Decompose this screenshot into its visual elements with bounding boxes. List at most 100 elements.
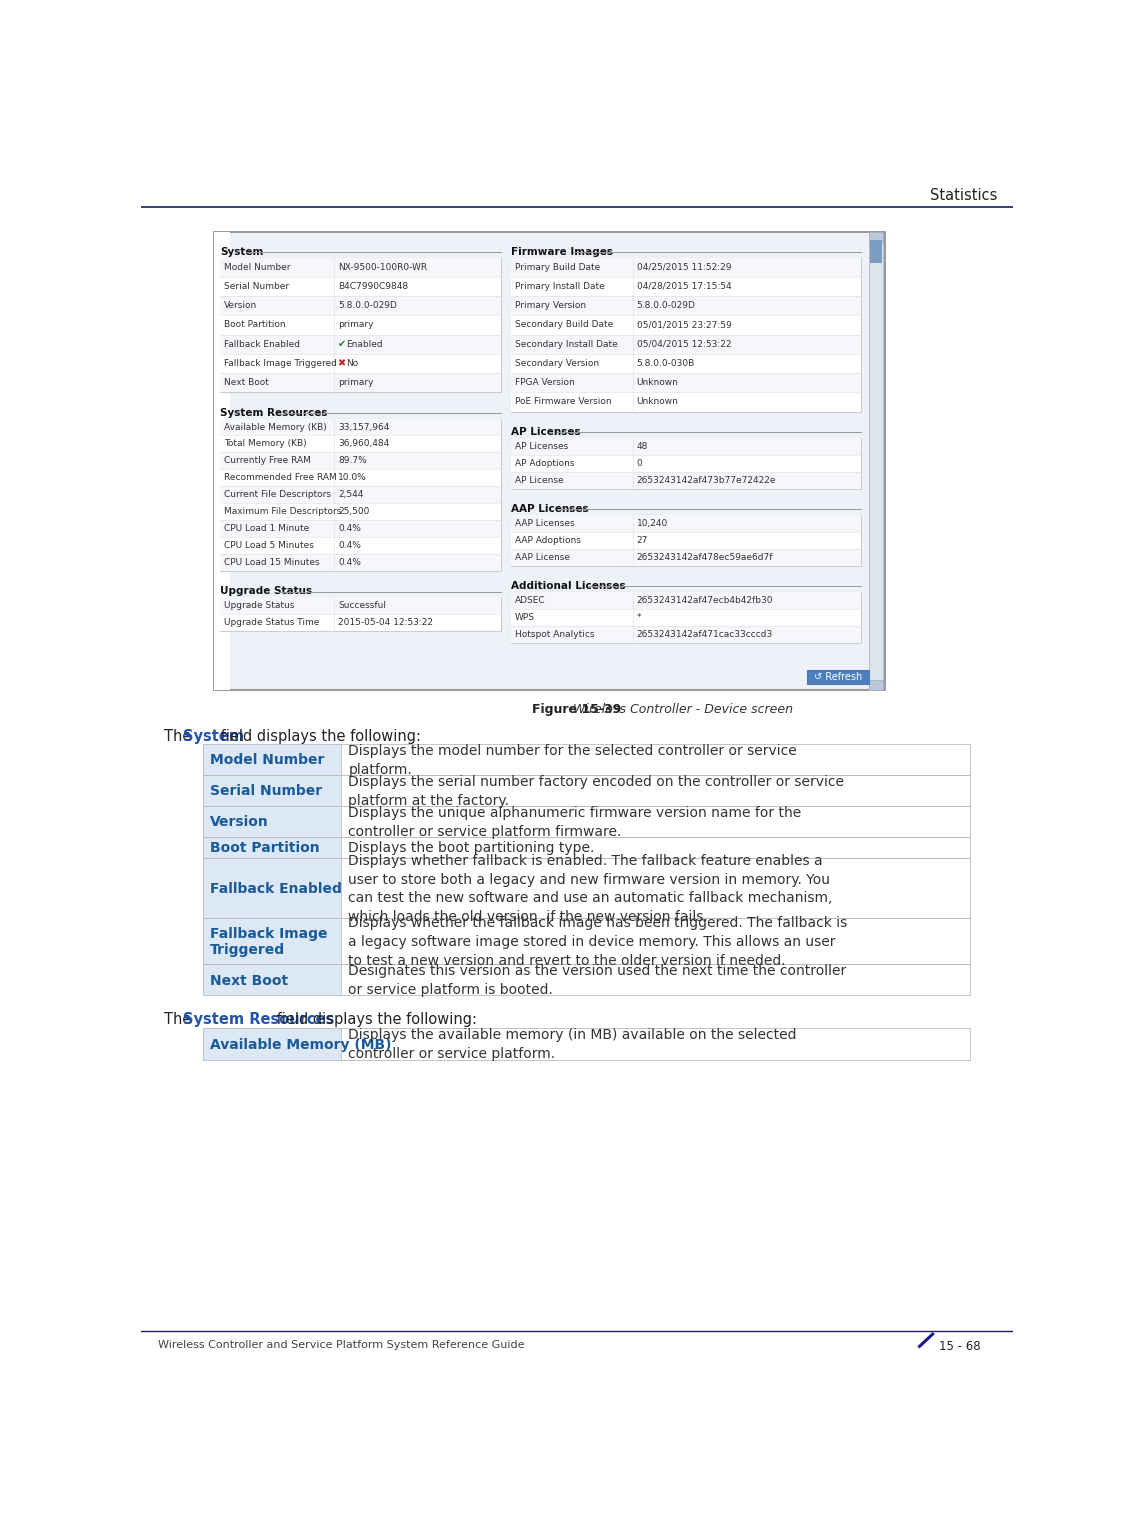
Bar: [220, 521, 501, 537]
Text: 2,544: 2,544: [339, 490, 363, 499]
Text: Serial Number: Serial Number: [224, 282, 289, 291]
Text: 0.4%: 0.4%: [339, 559, 361, 568]
Bar: [511, 472, 862, 489]
Text: Secondary Build Date: Secondary Build Date: [515, 320, 613, 329]
Bar: [511, 258, 862, 411]
Text: AAP License: AAP License: [515, 553, 570, 562]
Text: Fallback Enabled: Fallback Enabled: [210, 882, 342, 896]
Text: Enabled: Enabled: [346, 340, 382, 349]
Text: ✔: ✔: [338, 339, 345, 349]
Text: 04/28/2015 17:15:54: 04/28/2015 17:15:54: [637, 282, 731, 291]
Text: Successful: Successful: [339, 601, 386, 610]
Text: NX-9500-100R0-WR: NX-9500-100R0-WR: [339, 263, 428, 272]
Bar: [220, 354, 501, 373]
Text: ✖: ✖: [338, 358, 345, 369]
Text: Total Memory (KB): Total Memory (KB): [224, 439, 307, 448]
Bar: [341, 744, 970, 776]
Bar: [220, 469, 501, 486]
Text: AAP Licenses: AAP Licenses: [515, 519, 575, 528]
Bar: [202, 1028, 341, 1060]
Text: 27: 27: [637, 536, 648, 545]
Bar: [870, 240, 882, 263]
Text: Firmware Images: Firmware Images: [511, 247, 613, 257]
Text: Wireless Controller and Service Platform System Reference Guide: Wireless Controller and Service Platform…: [158, 1340, 524, 1350]
Bar: [220, 334, 501, 354]
Bar: [202, 918, 970, 964]
Text: Displays the unique alphanumeric firmware version name for the
controller or ser: Displays the unique alphanumeric firmwar…: [349, 806, 802, 838]
Text: Version: Version: [210, 815, 269, 829]
Text: Secondary Install Date: Secondary Install Date: [515, 340, 618, 349]
Text: 0.4%: 0.4%: [339, 524, 361, 533]
Bar: [202, 836, 970, 858]
Bar: [202, 744, 341, 776]
Text: Boot Partition: Boot Partition: [210, 841, 320, 855]
Text: AP License: AP License: [515, 475, 564, 484]
Bar: [220, 296, 501, 316]
Text: Unknown: Unknown: [637, 398, 678, 407]
Bar: [341, 776, 970, 806]
Bar: [202, 806, 970, 836]
Bar: [511, 373, 862, 392]
Bar: [220, 486, 501, 504]
Bar: [341, 918, 970, 964]
Bar: [511, 548, 862, 566]
Text: 5.8.0.0-029D: 5.8.0.0-029D: [339, 301, 397, 310]
Text: 36,960,484: 36,960,484: [339, 439, 389, 448]
Text: 05/04/2015 12:53:22: 05/04/2015 12:53:22: [637, 340, 731, 349]
Bar: [807, 671, 870, 685]
Text: Displays whether fallback is enabled. The fallback feature enables a
user to sto: Displays whether fallback is enabled. Th…: [349, 853, 832, 924]
Bar: [220, 597, 501, 631]
Text: 10.0%: 10.0%: [339, 474, 367, 483]
Text: No: No: [346, 358, 358, 367]
Text: System Resources: System Resources: [182, 1013, 334, 1028]
Text: ↺ Refresh: ↺ Refresh: [814, 672, 862, 682]
Bar: [511, 625, 862, 642]
Text: 05/01/2015 23:27:59: 05/01/2015 23:27:59: [637, 320, 731, 329]
Text: AAP Adoptions: AAP Adoptions: [515, 536, 580, 545]
Text: Model Number: Model Number: [224, 263, 291, 272]
Text: FPGA Version: FPGA Version: [515, 378, 575, 387]
Bar: [511, 609, 862, 625]
Text: The: The: [164, 1013, 196, 1028]
Bar: [202, 806, 341, 836]
Text: Displays the boot partitioning type.: Displays the boot partitioning type.: [349, 841, 595, 855]
Bar: [220, 615, 501, 631]
Text: 25,500: 25,500: [339, 507, 370, 516]
Bar: [511, 296, 862, 316]
Bar: [202, 858, 970, 918]
Text: Figure 15-39: Figure 15-39: [531, 703, 621, 716]
Text: 10,240: 10,240: [637, 519, 668, 528]
Bar: [220, 452, 501, 469]
Text: 5.8.0.0-029D: 5.8.0.0-029D: [637, 301, 695, 310]
Text: PoE Firmware Version: PoE Firmware Version: [515, 398, 612, 407]
Bar: [511, 437, 862, 455]
Text: 33,157,964: 33,157,964: [339, 422, 389, 431]
Text: B4C7990C9848: B4C7990C9848: [339, 282, 408, 291]
Text: Primary Install Date: Primary Install Date: [515, 282, 605, 291]
Text: System Resources: System Resources: [220, 408, 328, 417]
Text: Displays the model number for the selected controller or service
platform.: Displays the model number for the select…: [349, 744, 798, 777]
Text: WPS: WPS: [515, 613, 536, 622]
Text: Primary Version: Primary Version: [515, 301, 586, 310]
Bar: [220, 258, 501, 276]
Text: Primary Build Date: Primary Build Date: [515, 263, 601, 272]
Text: Unknown: Unknown: [637, 378, 678, 387]
Bar: [220, 419, 501, 571]
Text: AP Licenses: AP Licenses: [511, 427, 580, 437]
Text: 04/25/2015 11:52:29: 04/25/2015 11:52:29: [637, 263, 731, 272]
Text: field displays the following:: field displays the following:: [216, 729, 421, 744]
Text: 2653243142af471cac33cccd3: 2653243142af471cac33cccd3: [637, 630, 773, 639]
Text: AP Licenses: AP Licenses: [515, 442, 568, 451]
Text: 2653243142af473b77e72422e: 2653243142af473b77e72422e: [637, 475, 776, 484]
Text: Serial Number: Serial Number: [210, 785, 323, 798]
Text: 15 - 68: 15 - 68: [939, 1340, 981, 1353]
Text: field displays the following:: field displays the following:: [272, 1013, 477, 1028]
Text: 2653243142af478ec59ae6d7f: 2653243142af478ec59ae6d7f: [637, 553, 773, 562]
Text: CPU Load 1 Minute: CPU Load 1 Minute: [224, 524, 309, 533]
Text: Current File Descriptors: Current File Descriptors: [224, 490, 332, 499]
Bar: [511, 592, 862, 642]
Bar: [220, 419, 501, 436]
Text: Fallback Image Triggered: Fallback Image Triggered: [224, 358, 338, 367]
Bar: [220, 537, 501, 554]
Text: AAP Licenses: AAP Licenses: [511, 504, 588, 515]
